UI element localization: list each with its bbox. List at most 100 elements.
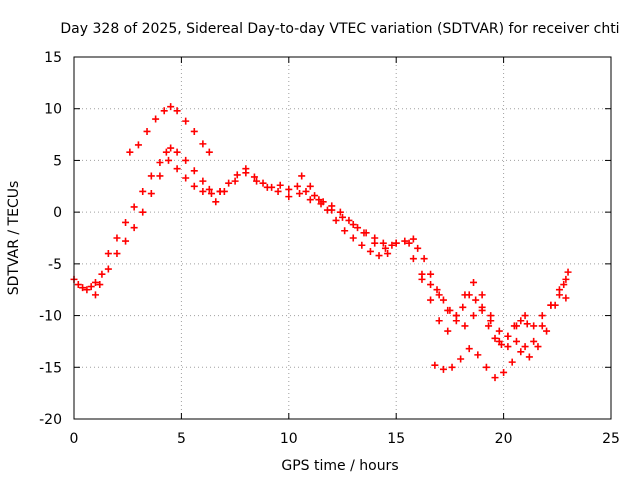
data-point (263, 183, 271, 191)
data-point (205, 185, 213, 193)
x-tick-label: 25 (602, 431, 620, 447)
data-point (512, 337, 520, 345)
data-point (122, 237, 130, 245)
y-tick-label: -5 (48, 257, 62, 273)
data-point (91, 278, 99, 286)
x-tick-label: 0 (70, 431, 79, 447)
data-point (134, 141, 142, 149)
data-point (534, 343, 542, 351)
data-point (220, 187, 228, 195)
data-point (259, 179, 267, 187)
y-tick-label: 5 (53, 153, 62, 169)
data-point (405, 239, 413, 247)
data-point (495, 327, 503, 335)
data-point (530, 337, 538, 345)
data-point (392, 239, 400, 247)
series-track-i (409, 255, 570, 340)
x-axis-label: GPS time / hours (281, 458, 398, 474)
x-tick-label: 20 (495, 431, 513, 447)
data-point (274, 187, 282, 195)
y-tick-label: -20 (39, 412, 62, 428)
series-track-h (405, 239, 531, 349)
data-point (143, 127, 151, 135)
grid-lines (74, 57, 611, 419)
data-point (253, 177, 261, 185)
data-point (205, 148, 213, 156)
data-point (225, 179, 233, 187)
data-point (156, 172, 164, 180)
data-point (349, 234, 357, 242)
data-point (495, 337, 503, 345)
data-point (190, 167, 198, 175)
data-point (207, 190, 215, 198)
data-point (409, 235, 417, 243)
plot-frame (73, 56, 612, 420)
data-point (448, 363, 456, 371)
data-point (504, 343, 512, 351)
data-point (173, 165, 181, 173)
data-point (523, 320, 531, 328)
data-point (160, 107, 168, 115)
data-point (233, 171, 241, 179)
data-point (547, 301, 555, 309)
data-point (317, 200, 325, 208)
series-track-f (212, 169, 400, 252)
data-point (167, 103, 175, 111)
data-point (306, 182, 314, 190)
data-point (190, 182, 198, 190)
x-tick-label: 15 (387, 431, 405, 447)
data-point (190, 127, 198, 135)
data-point (182, 174, 190, 182)
data-point (381, 244, 389, 252)
data-point (212, 198, 220, 206)
data-point (491, 334, 499, 342)
data-point (182, 156, 190, 164)
data-point (491, 374, 499, 382)
data-point (560, 281, 568, 289)
data-point (482, 363, 490, 371)
data-point (199, 140, 207, 148)
data-point (332, 216, 340, 224)
data-point (74, 281, 82, 289)
data-point (435, 317, 443, 325)
data-point (285, 193, 293, 201)
data-point (459, 303, 467, 311)
data-point (433, 286, 441, 294)
data-point (521, 312, 529, 320)
data-point (431, 361, 439, 369)
data-point (414, 244, 422, 252)
data-point (104, 250, 112, 258)
data-point (311, 192, 319, 200)
data-point (474, 351, 482, 359)
data-point (152, 115, 160, 123)
data-point (315, 196, 323, 204)
data-point (358, 241, 366, 249)
data-point (139, 187, 147, 195)
data-point (349, 221, 357, 229)
data-point (457, 355, 465, 363)
axis-ticks: 0 5 10 15 20 25 -20 -15 -10 -5 0 5 10 15 (39, 50, 620, 447)
data-point (336, 208, 344, 216)
data-point (555, 286, 563, 294)
series-track-e (216, 165, 396, 249)
data-point (375, 252, 383, 260)
data-point (444, 327, 452, 335)
data-point (113, 250, 121, 258)
data-point (409, 255, 417, 263)
data-point (285, 185, 293, 193)
data-point (521, 343, 529, 351)
data-point (354, 224, 362, 232)
data-point (538, 322, 546, 330)
data-point (418, 270, 426, 278)
data-point (401, 237, 409, 245)
data-point (564, 268, 572, 276)
chart-title: Day 328 of 2025, Sidereal Day-to-day VTE… (60, 21, 619, 37)
data-point (461, 322, 469, 330)
data-point (360, 229, 368, 237)
data-point (165, 156, 173, 164)
data-point (379, 239, 387, 247)
data-point (79, 284, 87, 292)
data-point (478, 291, 486, 299)
data-point (504, 332, 512, 340)
